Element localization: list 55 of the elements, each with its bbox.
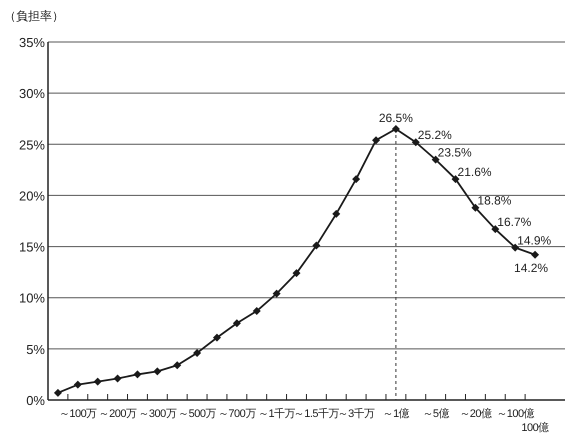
point [133, 370, 142, 378]
point [432, 156, 440, 164]
x-tick-label: ～700万 [218, 408, 256, 420]
x-tick-label: ～100万 [58, 408, 98, 420]
point [531, 250, 540, 259]
x-tick-label: ～20億 [459, 407, 492, 420]
point [332, 210, 340, 218]
y-tick-label: 25% [18, 137, 46, 152]
y-tick-label: 15% [18, 240, 46, 255]
data-label: 14.2% [514, 260, 548, 275]
y-tick-label: 35% [18, 35, 46, 50]
data-label: 16.7% [497, 215, 532, 230]
x-tick-label: ～300万 [138, 408, 177, 420]
point [193, 348, 202, 357]
x-tick-label: ～100億 [496, 407, 535, 420]
y-tick-label: 5% [26, 342, 46, 357]
data-label: 26.5% [378, 110, 414, 125]
data-label: 14.9% [517, 234, 552, 248]
point [153, 367, 162, 376]
data-label: 18.8% [477, 194, 512, 208]
y-tick-label: 10% [18, 290, 46, 306]
point [392, 124, 400, 133]
point [491, 225, 500, 234]
point [412, 138, 420, 146]
point [511, 244, 520, 252]
x-tick-label: ～1千万 [258, 407, 296, 420]
x-tick-label: ～1.5千万 [294, 407, 340, 420]
point [272, 290, 281, 298]
y-axis-title: （負担率） [4, 9, 64, 23]
x-tick-label: ～200万 [98, 408, 138, 420]
point [292, 269, 300, 278]
y-tick-label: 20% [18, 188, 46, 204]
point [232, 319, 241, 328]
y-tick-label: 0% [26, 393, 46, 408]
point [452, 175, 460, 184]
x-tick-label: ～3千万 [338, 407, 376, 420]
x-tick-label: ～5億 [422, 407, 450, 420]
point [212, 334, 221, 342]
data-label: 21.6% [458, 165, 492, 180]
data-label: 25.2% [418, 128, 452, 142]
point [252, 307, 261, 316]
point [352, 175, 360, 184]
point [114, 374, 122, 383]
point [312, 242, 320, 250]
point [74, 380, 82, 389]
point [54, 388, 62, 397]
point [94, 378, 102, 386]
point [471, 204, 480, 212]
point [173, 361, 182, 370]
point [372, 136, 380, 144]
x-tick-label: ～500万 [178, 408, 217, 420]
data-label: 23.5% [438, 146, 472, 160]
y-tick-label: 30% [18, 86, 46, 102]
x-tick-label: ～1億 [382, 407, 410, 420]
x-tick-label: 100億 [521, 421, 550, 434]
